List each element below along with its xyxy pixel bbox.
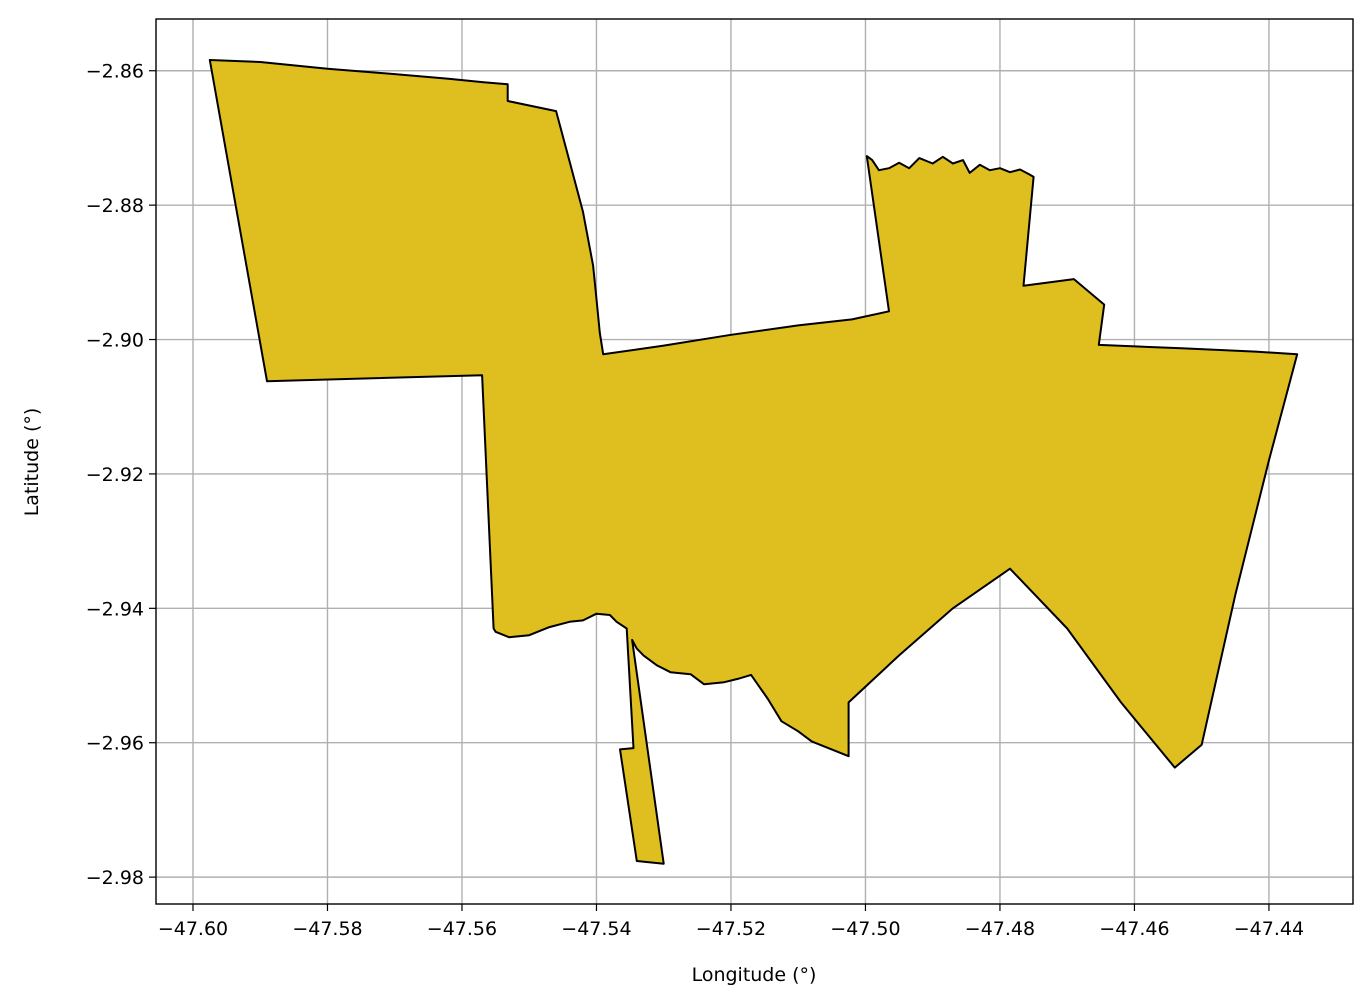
x-tick-label: −47.46 — [1099, 918, 1169, 940]
y-tick-label: −2.86 — [86, 61, 144, 83]
y-tick-label: −2.96 — [86, 733, 144, 755]
x-tick-label: −47.44 — [1234, 918, 1304, 940]
x-tick-label: −47.58 — [292, 918, 362, 940]
y-tick-label: −2.90 — [86, 330, 144, 352]
x-axis-label: Longitude (°) — [692, 964, 817, 986]
y-tick-label: −2.92 — [86, 464, 144, 486]
x-tick-label: −47.52 — [696, 918, 766, 940]
y-tick-label: −2.98 — [86, 867, 144, 889]
y-axis: −2.86 −2.88 −2.90 −2.92 −2.94 −2.96 −2.98 — [86, 61, 156, 889]
y-tick-label: −2.94 — [86, 598, 144, 620]
y-tick-label: −2.88 — [86, 195, 144, 217]
x-tick-label: −47.54 — [561, 918, 631, 940]
x-tick-label: −47.48 — [965, 918, 1035, 940]
x-axis: −47.60 −47.58 −47.56 −47.54 −47.52 −47.50 −47.… — [158, 904, 1304, 940]
region-polygon — [208, 59, 1299, 865]
y-axis-label: Latitude (°) — [21, 408, 43, 517]
x-tick-label: −47.56 — [427, 918, 497, 940]
x-tick-label: −47.50 — [830, 918, 900, 940]
plot-frame — [155, 18, 1354, 905]
x-tick-label: −47.60 — [158, 918, 228, 940]
